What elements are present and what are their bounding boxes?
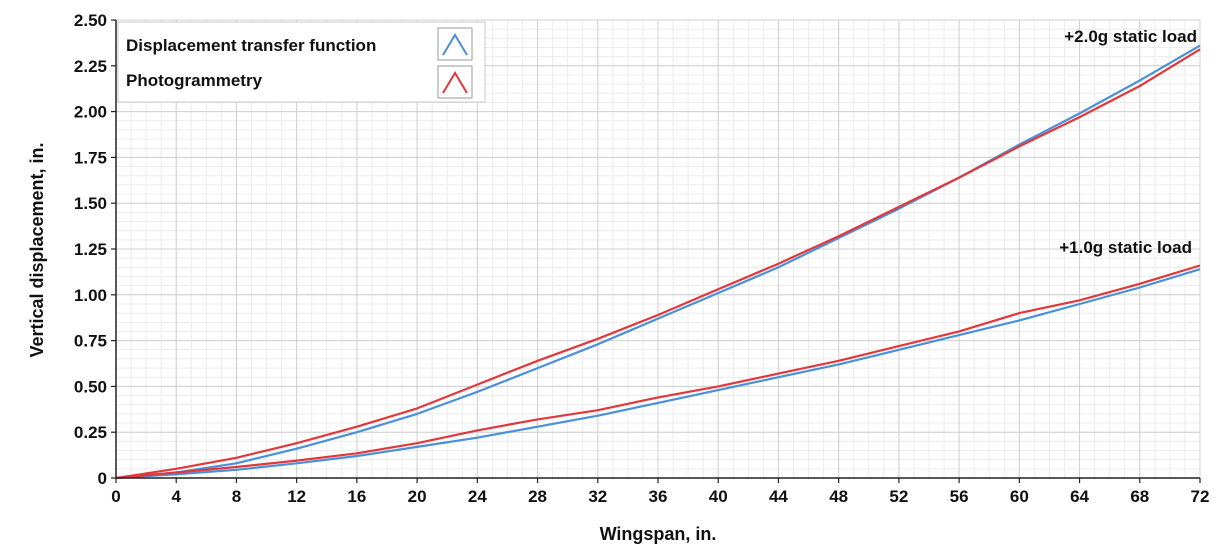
x-tick-label: 16	[347, 487, 366, 506]
x-tick-label: 36	[649, 487, 668, 506]
annotations: +2.0g static load +1.0g static load	[1059, 27, 1197, 257]
x-axis-title: Wingspan, in.	[600, 524, 717, 544]
legend-swatch-photogrammetry-icon	[442, 71, 468, 94]
y-tick-label: 1.25	[74, 240, 107, 259]
y-tick-label: 0.25	[74, 423, 107, 442]
y-tick-label: 0.50	[74, 377, 107, 396]
y-tick-label: 1.00	[74, 286, 107, 305]
legend: Displacement transfer function Photogram…	[117, 21, 486, 103]
y-tick-label: 0.75	[74, 332, 107, 351]
y-tick-label: 2.50	[74, 11, 107, 30]
dtf-2g-line	[115, 44, 1201, 480]
annotation-2g: +2.0g static load	[1064, 27, 1197, 46]
x-tick-label: 24	[468, 487, 487, 506]
x-tick-label: 52	[889, 487, 908, 506]
x-tick-label: 12	[287, 487, 306, 506]
photogrammetry-2g-line	[115, 48, 1201, 480]
legend-box	[117, 21, 486, 103]
x-tick-label: 68	[1130, 487, 1149, 506]
tick-labels: 0 4 8 12 16 20 24 28 32 36 40 44 48 52 56 60 64 68 7200.25…	[74, 11, 1210, 506]
dtf-1g-line	[115, 268, 1201, 480]
x-tick-label: 28	[528, 487, 547, 506]
photogrammetry-1g-line	[115, 264, 1201, 480]
x-tick-label: 0	[111, 487, 120, 506]
legend-label-dtf: Displacement transfer function	[126, 36, 376, 55]
x-tick-label: 8	[232, 487, 241, 506]
x-tick-label: 48	[829, 487, 848, 506]
legend-swatch-dtf	[437, 27, 473, 61]
y-tick-label: 1.75	[74, 148, 107, 167]
y-tick-label: 1.50	[74, 194, 107, 213]
y-axis-title: Vertical displacement, in.	[27, 142, 47, 357]
x-tick-label: 56	[950, 487, 969, 506]
x-tick-label: 72	[1191, 487, 1210, 506]
x-tick-label: 32	[588, 487, 607, 506]
legend-swatch-photogrammetry	[437, 65, 473, 99]
legend-label-photogrammetry: Photogrammetry	[126, 71, 263, 90]
x-tick-label: 60	[1010, 487, 1029, 506]
series-layer	[115, 44, 1201, 480]
x-tick-label: 4	[171, 487, 181, 506]
annotation-1g: +1.0g static load	[1059, 238, 1192, 257]
major-grid	[115, 19, 1201, 479]
y-tick-label: 0	[98, 469, 107, 488]
legend-swatch-dtf-icon	[442, 33, 468, 56]
axes-layer	[111, 19, 1201, 483]
x-tick-label: 64	[1070, 487, 1089, 506]
y-tick-label: 2.25	[74, 57, 107, 76]
x-tick-label: 40	[709, 487, 728, 506]
x-tick-label: 44	[769, 487, 788, 506]
y-tick-label: 2.00	[74, 103, 107, 122]
x-tick-label: 20	[408, 487, 427, 506]
